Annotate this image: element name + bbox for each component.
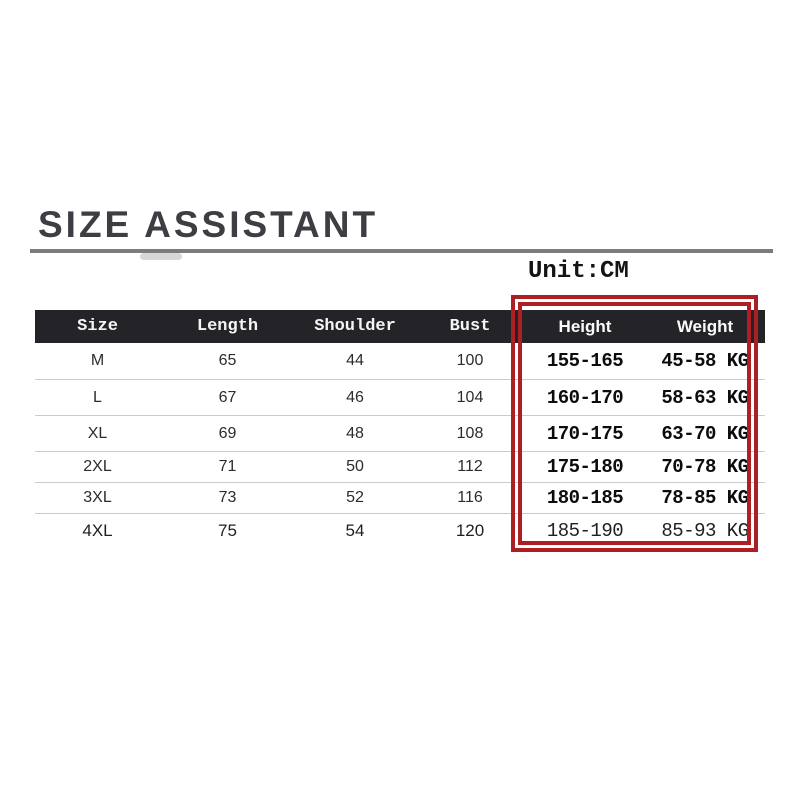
- table-row: 3XL 73 52 116 180-185 78-85 KG: [35, 483, 765, 514]
- table-cell-length: 75: [218, 520, 237, 540]
- table-cell-shoulder: 54: [345, 520, 365, 540]
- table-cell-length: 73: [218, 489, 237, 506]
- table-row: M 65 44 100 155-165 45-58 KG: [35, 343, 765, 380]
- table-cell-shoulder: 44: [346, 352, 364, 369]
- table-cell-bust: 104: [456, 388, 484, 406]
- table-cell-length: 69: [218, 424, 237, 442]
- column-header-weight: Weight: [676, 316, 734, 336]
- table-cell-size: 2XL: [83, 458, 112, 475]
- size-table: Size Length Shoulder Bust Height Weight …: [35, 310, 765, 547]
- table-cell-bust: 116: [457, 489, 483, 506]
- column-header-size: Size: [77, 317, 118, 336]
- table-cell-shoulder: 48: [346, 424, 364, 442]
- table-row: XL 69 48 108 170-175 63-70 KG: [35, 416, 765, 452]
- table-cell-height: 175-180: [546, 456, 624, 478]
- table-row: 4XL 75 54 120 185-190 85-93 KG: [35, 514, 765, 547]
- table-body: M 65 44 100 155-165 45-58 KG L 67 46 104 160-170 58…: [35, 343, 765, 547]
- column-header-length: Length: [196, 317, 259, 336]
- table-cell-height: 185-190: [546, 519, 624, 542]
- table-cell-bust: 108: [456, 424, 484, 442]
- column-header-shoulder: Shoulder: [314, 317, 396, 336]
- table-cell-bust: 112: [457, 458, 483, 475]
- table-cell-size: 4XL: [82, 520, 113, 540]
- table-cell-shoulder: 52: [346, 489, 364, 506]
- table-cell-weight: 70-78 KG: [661, 456, 749, 478]
- unit-label: Unit:CM: [528, 258, 629, 285]
- column-header-bust: Bust: [449, 317, 491, 336]
- table-row: L 67 46 104 160-170 58-63 KG: [35, 380, 765, 416]
- table-cell-shoulder: 50: [346, 458, 364, 475]
- table-cell-weight: 45-58 KG: [661, 350, 749, 372]
- table-cell-height: 155-165: [546, 350, 624, 372]
- table-cell-size: 3XL: [83, 489, 112, 506]
- table-cell-weight: 63-70 KG: [661, 422, 749, 445]
- table-cell-bust: 100: [456, 352, 484, 369]
- table-cell-length: 65: [218, 352, 237, 369]
- table-cell-height: 170-175: [546, 422, 624, 445]
- table-cell-bust: 120: [455, 520, 485, 540]
- table-cell-height: 160-170: [546, 386, 624, 409]
- table-row: 2XL 71 50 112 175-180 70-78 KG: [35, 452, 765, 483]
- table-cell-weight: 58-63 KG: [661, 386, 749, 409]
- title-underline: [30, 249, 773, 253]
- title-underline-artifact: [140, 253, 182, 260]
- table-cell-length: 71: [218, 458, 237, 475]
- table-cell-weight: 78-85 KG: [661, 487, 749, 509]
- table-cell-shoulder: 46: [346, 388, 364, 406]
- table-cell-length: 67: [218, 388, 237, 406]
- table-cell-size: L: [93, 388, 102, 406]
- page-title: SIZE ASSISTANT: [38, 204, 379, 245]
- table-cell-size: XL: [87, 424, 108, 442]
- table-cell-height: 180-185: [546, 487, 624, 509]
- column-header-height: Height: [558, 316, 612, 336]
- table-cell-size: M: [90, 352, 105, 369]
- table-cell-weight: 85-93 KG: [661, 519, 749, 542]
- table-header-row: Size Length Shoulder Bust Height Weight: [35, 310, 765, 343]
